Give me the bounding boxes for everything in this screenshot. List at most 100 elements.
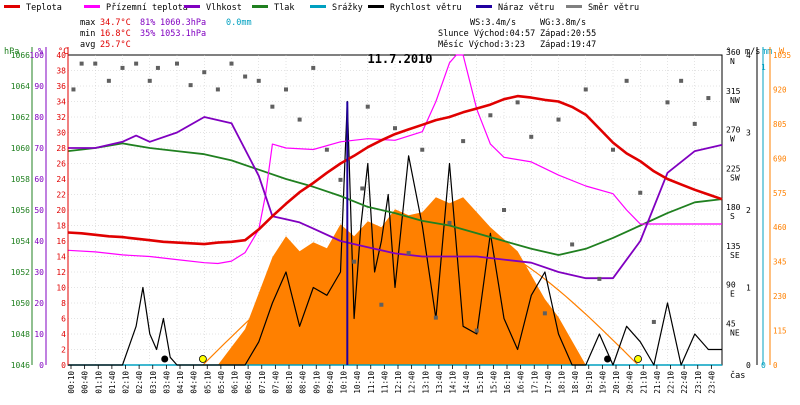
moon-set: Západ:19:47 — [540, 40, 596, 50]
wind-direction-point — [120, 65, 125, 70]
x-tick-label: 09:40 — [326, 371, 335, 394]
moon-rise: Měsíc Východ:3:23 — [438, 40, 525, 50]
wind-direction-point — [515, 100, 520, 105]
x-tick-label: 19:10 — [585, 371, 594, 394]
axis-tick-ms: 4 — [746, 51, 751, 60]
axis-tick-pct: 60 — [34, 175, 44, 184]
axis-tick-pct: 0 — [39, 361, 44, 370]
x-axis: 00:10 00:40 01:10 01:40 02:10 02:40 03:10 03:40… — [67, 365, 745, 394]
x-tick-label: 16:10 — [503, 371, 512, 394]
x-tick-label: 15:10 — [476, 371, 485, 394]
x-tick-label: 08:40 — [299, 371, 308, 394]
x-tick-label: 04:40 — [190, 371, 199, 394]
solar-radiation-area — [217, 197, 586, 365]
x-tick-label: 21:10 — [639, 371, 648, 394]
x-tick-label: 18:10 — [558, 371, 567, 394]
axis-tick-dir-compass: NE — [730, 328, 740, 337]
axis-tick-degc: 2 — [61, 346, 66, 355]
x-tick-label: 13:10 — [421, 371, 430, 394]
axis-tick-degc: 12 — [56, 268, 66, 277]
x-tick-label: 06:10 — [231, 371, 240, 394]
wind-direction-point — [106, 78, 111, 83]
wind-direction-point — [420, 147, 425, 152]
axis-tick-hpa: 1060 — [11, 144, 30, 153]
axis-tick-dir-deg: 45 — [726, 319, 736, 328]
axis-tick-degc: 20 — [56, 206, 66, 215]
axis-tick-dir-deg: 180 — [726, 203, 741, 212]
wind-direction-point — [256, 78, 261, 83]
wind-gust-avg: WG:3.8m/s — [540, 18, 586, 28]
wind-direction-points — [71, 61, 711, 333]
wind-direction-point — [597, 276, 602, 281]
axis-tick-w: 1035 — [773, 51, 791, 60]
x-tick-label: 19:40 — [598, 371, 607, 394]
axis-tick-pct: 50 — [34, 206, 44, 215]
x-tick-label: 14:40 — [462, 371, 471, 394]
axis-tick-mm: 1 — [761, 63, 766, 72]
axis-tick-dir-compass: SE — [730, 251, 740, 260]
x-axis-label: čas — [730, 370, 745, 381]
stat-temp: 16.8°C — [100, 29, 131, 39]
axis-unit-w: W — [779, 47, 785, 57]
x-tick-label: 03:40 — [162, 371, 171, 394]
wind-direction-point — [270, 104, 275, 109]
wind-direction-point — [502, 208, 506, 212]
x-tick-label: 18:40 — [571, 371, 580, 394]
axis-tick-dir-deg: 270 — [726, 126, 741, 135]
wind-direction-point — [583, 87, 588, 92]
axis-tick-degc: 26 — [56, 160, 66, 169]
series-line-rychlost-větru — [68, 100, 722, 366]
legend-swatch — [368, 5, 384, 8]
x-tick-label: 22:10 — [667, 371, 676, 394]
chart-title: 11.7.2010 — [367, 52, 432, 66]
axis-tick-w: 920 — [773, 85, 787, 94]
axis-tick-degc: 38 — [56, 67, 66, 76]
axis-tick-degc: 8 — [61, 299, 66, 308]
wind-direction-point — [215, 87, 220, 92]
series-line-přízemní-teplota — [67, 54, 722, 265]
wind-direction-point — [188, 83, 193, 88]
axis-tick-dir-deg: 135 — [726, 242, 741, 251]
axis-unit-hpa: hPa — [4, 47, 19, 57]
legend-label: Přízemní teplota — [106, 3, 188, 13]
axis-tick-degc: 34 — [56, 98, 66, 107]
axis-unit-ms: m/s — [745, 47, 760, 57]
x-tick-label: 09:10 — [312, 371, 321, 394]
axis-tick-dir-deg: 360 — [726, 48, 741, 57]
stat-rain: 0.0mm — [226, 18, 252, 28]
legend-label: Vlhkost — [206, 3, 242, 13]
stat-temp: 25.7°C — [100, 40, 131, 50]
x-tick-label: 20:10 — [612, 371, 621, 394]
wind-direction-point — [570, 242, 575, 247]
wind-direction-point — [360, 186, 365, 191]
stat-label: avg — [80, 40, 95, 50]
wind-direction-point — [284, 87, 288, 92]
x-tick-label: 22:40 — [680, 371, 689, 394]
axis-tick-hpa: 1054 — [11, 237, 30, 246]
legend-swatch — [476, 5, 492, 8]
axis-tick-w: 460 — [773, 223, 787, 232]
stats-block: max 34.7°C 81% 1060.3hPa 0.0mm min 16.8°C 35% 10… — [80, 18, 596, 50]
x-tick-label: 17:10 — [530, 371, 539, 394]
legend-swatch — [566, 5, 582, 8]
axis-unit-mm: mm — [762, 47, 772, 57]
legend-swatch — [184, 5, 200, 8]
legend-label: Směr větru — [588, 3, 639, 13]
right-axes: °45NE90E135SE180S225SW270W315NW360Nm/s01… — [726, 47, 791, 370]
x-tick-label: 23:40 — [707, 371, 716, 394]
wind-direction-point — [651, 319, 656, 324]
wind-direction-point — [433, 315, 438, 320]
wind-direction-point — [679, 78, 684, 83]
x-tick-label: 02:40 — [135, 371, 144, 394]
axis-tick-degc: 30 — [56, 129, 66, 138]
axis-tick-w: 230 — [773, 292, 787, 301]
stat-humidity: 35% — [140, 29, 155, 39]
axis-tick-w: 0 — [773, 361, 778, 370]
legend-label: Teplota — [26, 3, 62, 13]
axis-tick-pct: 40 — [34, 237, 44, 246]
wind-direction-point — [638, 190, 643, 195]
wind-direction-point — [243, 74, 248, 79]
wind-direction-point — [542, 311, 547, 316]
wind-direction-point — [202, 70, 207, 75]
